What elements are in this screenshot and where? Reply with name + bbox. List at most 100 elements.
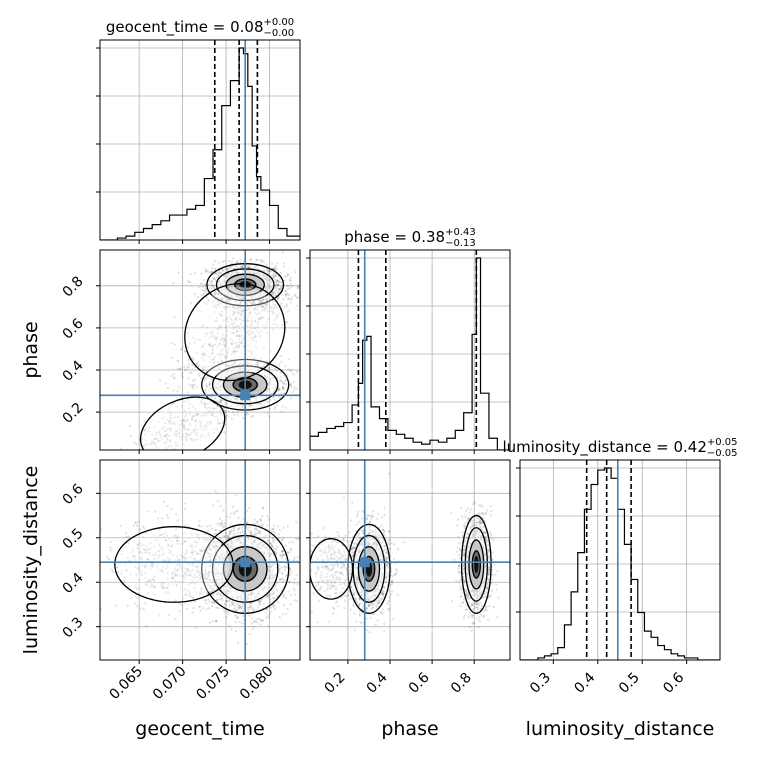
sample-point — [194, 413, 197, 416]
panel-title-geocent-time: geocent_time = 0.08+0.00 −0.00 — [106, 17, 294, 39]
sample-point — [98, 527, 100, 529]
sample-point — [266, 401, 269, 404]
sample-point — [192, 358, 195, 361]
sample-point — [221, 310, 224, 313]
sample-point — [182, 418, 185, 421]
sample-point — [239, 301, 242, 304]
sample-point — [220, 338, 223, 341]
sample-point — [249, 404, 252, 407]
sample-point — [259, 259, 262, 262]
sample-point — [181, 423, 184, 426]
sample-point — [231, 411, 234, 414]
sample-point — [240, 309, 243, 312]
sample-point — [169, 420, 172, 423]
sample-point — [229, 530, 232, 533]
sample-point — [220, 597, 223, 600]
sample-point — [185, 439, 188, 442]
sample-point — [303, 585, 305, 587]
sample-point — [247, 307, 250, 310]
sample-point — [216, 593, 219, 596]
sample-point — [181, 372, 184, 375]
sample-point — [174, 416, 177, 419]
sample-point — [169, 413, 172, 416]
sample-point — [181, 438, 184, 441]
sample-point — [257, 317, 261, 320]
sample-point — [262, 346, 266, 350]
sample-point — [265, 321, 268, 324]
sample-point — [85, 549, 87, 551]
sample-point — [175, 434, 178, 437]
sample-point — [275, 274, 278, 277]
sample-point — [292, 381, 295, 384]
sample-point — [213, 277, 216, 280]
sample-point — [285, 305, 288, 308]
sample-point — [149, 442, 152, 445]
sample-point — [250, 316, 253, 320]
sample-point — [218, 271, 221, 274]
sample-point — [274, 278, 277, 281]
sample-point — [217, 421, 220, 424]
sample-point — [209, 271, 212, 274]
sample-point — [143, 443, 146, 446]
sample-point — [218, 343, 221, 346]
sample-point — [246, 344, 249, 347]
sample-point — [256, 362, 259, 365]
sample-point — [286, 273, 289, 276]
sample-point — [236, 509, 239, 512]
sample-point — [274, 405, 277, 408]
sample-point — [269, 310, 272, 313]
sample-point — [216, 599, 219, 602]
sample-point — [143, 428, 146, 431]
sample-point — [203, 403, 206, 406]
sample-point — [184, 420, 187, 423]
sample-point — [267, 597, 271, 600]
sample-point — [232, 349, 235, 353]
sample-point — [221, 297, 224, 301]
sample-point — [213, 602, 216, 605]
sample-point — [212, 407, 215, 410]
sample-point — [229, 533, 232, 536]
sample-point — [269, 398, 272, 402]
sample-point — [276, 404, 279, 407]
sample-point — [193, 438, 196, 441]
sample-point — [284, 406, 287, 409]
sample-point — [282, 392, 285, 395]
sample-point — [262, 297, 265, 301]
sample-point — [253, 307, 256, 310]
sample-point — [217, 302, 220, 305]
sample-point — [191, 418, 194, 421]
sample-point — [178, 386, 181, 389]
sample-point — [215, 399, 218, 402]
sample-point — [232, 257, 235, 260]
sample-point — [293, 582, 296, 585]
sample-point — [259, 299, 262, 302]
sample-point — [191, 385, 194, 388]
sample-point — [163, 426, 166, 429]
sample-point — [246, 266, 249, 269]
sample-point — [284, 289, 287, 292]
sample-point — [160, 437, 164, 440]
sample-point — [168, 440, 172, 443]
sample-point — [218, 422, 221, 425]
panel-frame — [309, 249, 511, 451]
sample-point — [238, 362, 241, 366]
sample-point — [183, 368, 186, 371]
sample-point — [214, 532, 217, 536]
sample-point — [155, 437, 159, 440]
sample-point — [178, 431, 181, 435]
sample-point — [234, 620, 237, 624]
sample-point — [228, 324, 231, 327]
sample-point — [190, 431, 193, 434]
sample-point — [218, 597, 221, 601]
sample-point — [142, 444, 145, 447]
sample-point — [292, 389, 296, 392]
sample-point — [235, 615, 238, 618]
sample-point — [273, 532, 276, 535]
sample-point — [201, 288, 204, 292]
sample-point — [157, 430, 161, 433]
sample-point — [205, 384, 208, 387]
sample-point — [290, 397, 293, 400]
sample-point — [209, 287, 212, 290]
sample-point — [262, 536, 266, 539]
sample-point — [178, 602, 181, 605]
